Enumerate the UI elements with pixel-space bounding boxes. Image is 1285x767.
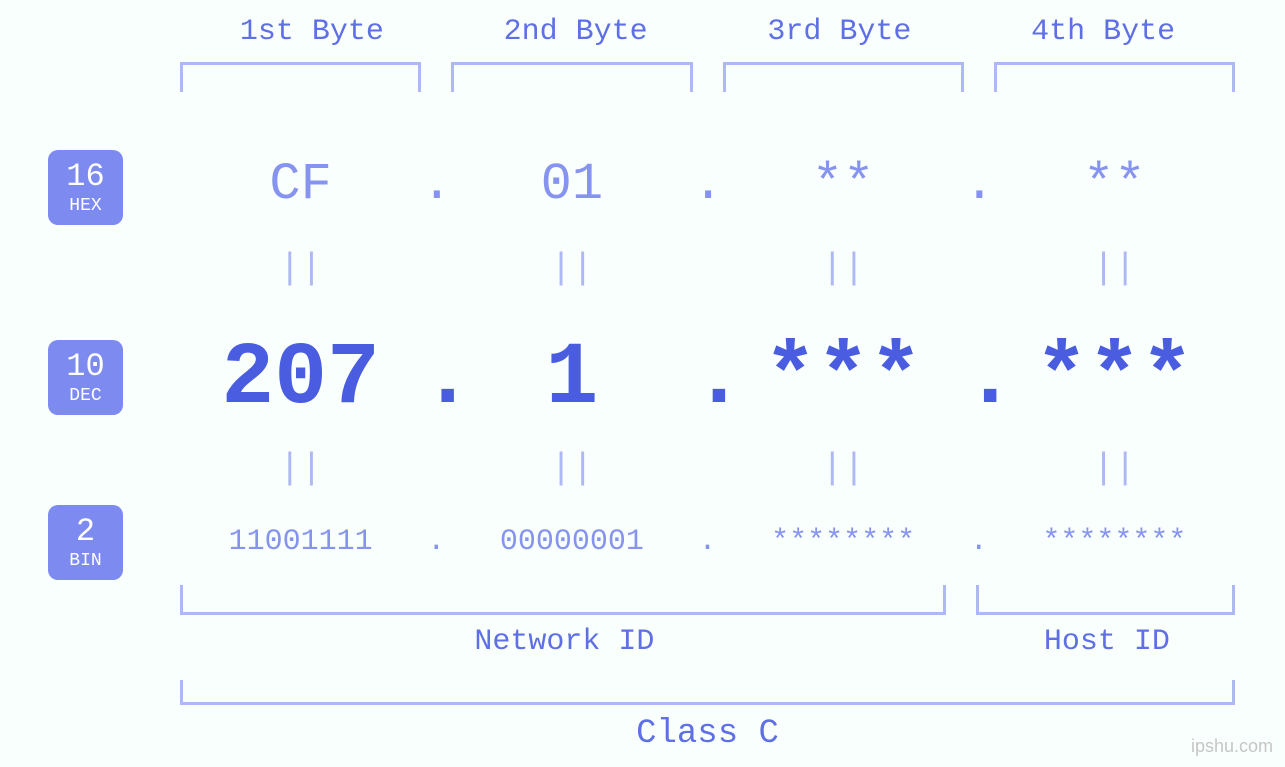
badge-bin-num: 2 [76,516,95,548]
dot-icon: . [693,155,723,214]
badge-hex-txt: HEX [69,197,101,215]
bracket-network-id [180,585,946,615]
dot-icon: . [964,525,994,559]
dec-byte-4: *** [994,330,1235,429]
network-id-label: Network ID [180,625,949,659]
bin-row: 11001111 . 00000001 . ******** . *******… [180,525,1235,559]
hex-byte-4: ** [994,155,1235,214]
equals-icon: || [723,448,964,489]
badge-dec-num: 10 [66,351,104,383]
dot-icon: . [693,330,723,429]
equals-icon: || [180,448,421,489]
equals-icon: || [180,248,421,289]
dec-row: 207 . 1 . *** . *** [180,330,1235,429]
equals-icon: || [994,248,1235,289]
equals-row-1: || || || || [180,248,1235,289]
hex-byte-3: ** [723,155,964,214]
dot-icon: . [421,525,451,559]
dot-icon: . [421,330,451,429]
badge-hex-num: 16 [66,161,104,193]
bracket-byte-4 [994,62,1235,92]
hex-byte-1: CF [180,155,421,214]
dec-byte-3: *** [723,330,964,429]
byte-label-1: 1st Byte [180,15,444,49]
dec-byte-2: 1 [451,330,692,429]
badge-bin-txt: BIN [69,552,101,570]
equals-icon: || [723,248,964,289]
badge-dec: 10 DEC [48,340,123,415]
hex-byte-2: 01 [451,155,692,214]
byte-brackets-top [180,62,1235,92]
equals-icon: || [451,248,692,289]
dot-icon: . [421,155,451,214]
id-labels-row: Network ID Host ID [180,625,1235,659]
dot-icon: . [964,155,994,214]
badge-bin: 2 BIN [48,505,123,580]
id-brackets [180,585,1235,615]
bracket-byte-2 [451,62,692,92]
host-id-label: Host ID [979,625,1235,659]
dot-icon: . [964,330,994,429]
bracket-byte-1 [180,62,421,92]
class-label: Class C [180,715,1235,753]
bracket-byte-3 [723,62,964,92]
byte-labels-row: 1st Byte 2nd Byte 3rd Byte 4th Byte [180,15,1235,49]
badge-hex: 16 HEX [48,150,123,225]
bin-byte-2: 00000001 [451,525,692,559]
badge-dec-txt: DEC [69,387,101,405]
dot-icon: . [693,525,723,559]
equals-row-2: || || || || [180,448,1235,489]
hex-row: CF . 01 . ** . ** [180,155,1235,214]
bracket-class [180,680,1235,705]
equals-icon: || [451,448,692,489]
dec-byte-1: 207 [180,330,421,429]
bracket-host-id [976,585,1235,615]
byte-label-4: 4th Byte [971,15,1235,49]
byte-label-3: 3rd Byte [708,15,972,49]
bin-byte-3: ******** [723,525,964,559]
bin-byte-4: ******** [994,525,1235,559]
byte-label-2: 2nd Byte [444,15,708,49]
bin-byte-1: 11001111 [180,525,421,559]
equals-icon: || [994,448,1235,489]
watermark: ipshu.com [1191,736,1273,757]
